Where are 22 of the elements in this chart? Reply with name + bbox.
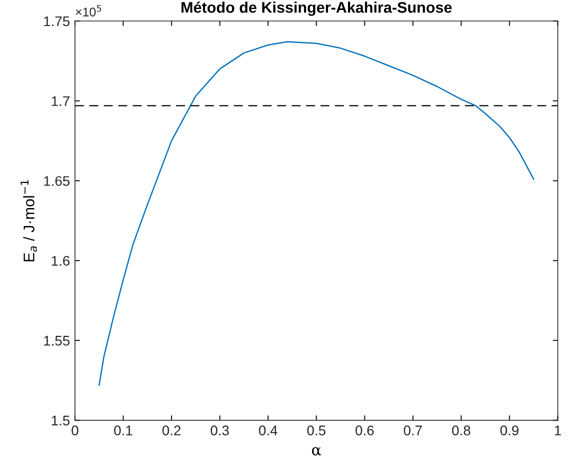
x-tick-label: 0.8: [452, 426, 470, 436]
x-tick-label: 0.3: [210, 426, 229, 436]
x-tick-label: 0.4: [258, 426, 278, 436]
x-tick-label: 0.9: [500, 426, 518, 436]
x-tick-label: 0.6: [356, 426, 374, 436]
x-tick-label: 0: [72, 426, 78, 436]
y-tick-label: 1.55: [44, 336, 70, 346]
y-axis-title: E$_{a}$ / J·mol$^{−1}$: [20, 180, 37, 262]
x-tick-label: 1: [554, 426, 561, 436]
text: ×10$^{5}$: [76, 5, 102, 16]
x-tick-label: 0.5: [307, 426, 326, 436]
y-tick-label: 1.6: [52, 256, 70, 266]
x-tick-label: 0.2: [162, 426, 180, 436]
x-tick-label: 0.7: [404, 426, 422, 436]
chart-title: Método de Kissinger-Akahira-Sunose: [182, 1, 452, 16]
x-tick-label: 0.1: [114, 426, 132, 436]
y-tick-label: 1.75: [44, 16, 70, 26]
x-axis-title: α: [312, 447, 322, 456]
y-tick-label: 1.65: [44, 176, 70, 186]
y-tick-label: 1.7: [52, 96, 70, 106]
y-tick-label: 1.5: [52, 416, 70, 426]
line-series: [98, 41, 534, 386]
